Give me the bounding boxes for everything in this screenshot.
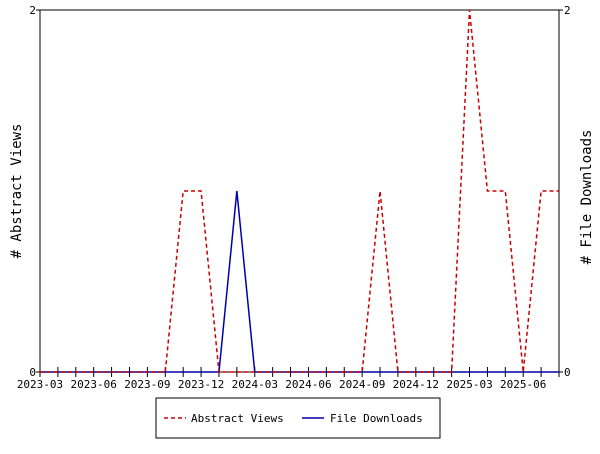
series-lines <box>40 9 559 373</box>
legend-label-file-downloads: File Downloads <box>330 412 423 425</box>
x-tick-label: 2023-12 <box>178 378 224 391</box>
legend-box <box>155 397 441 439</box>
x-tick-label: 2025-06 <box>500 378 546 391</box>
x-tick-label: 2023-09 <box>124 378 170 391</box>
y-axis-left: 02 <box>29 4 40 379</box>
x-axis-labels: 2023-03 2023-06 2023-09 2023-12 2024-03 2024-… <box>17 378 547 391</box>
x-tick-label: 2024-03 <box>232 378 278 391</box>
y-right-tick-label: 2 <box>564 4 571 17</box>
x-tick-label: 2024-09 <box>339 378 385 391</box>
y-axis-right: 02 <box>559 4 571 379</box>
y-axis-label-right: # File Downloads <box>579 130 595 265</box>
y-left-tick-label: 2 <box>29 4 36 17</box>
x-tick-label: 2024-06 <box>285 378 331 391</box>
x-tick-label: 2025-03 <box>446 378 492 391</box>
series-line-abstract-views <box>40 9 559 373</box>
y-axis-label-left: # Abstract Views <box>9 124 25 259</box>
x-tick-label: 2024-12 <box>393 378 439 391</box>
x-tick-label: 2023-06 <box>71 378 117 391</box>
plot-area <box>39 9 560 373</box>
y-right-tick-label: 0 <box>564 366 571 379</box>
y-left-tick-label: 0 <box>29 366 36 379</box>
legend-label-abstract-views: Abstract Views <box>191 412 284 425</box>
legend: Abstract Views File Downloads <box>155 397 441 439</box>
x-tick-label: 2023-03 <box>17 378 63 391</box>
